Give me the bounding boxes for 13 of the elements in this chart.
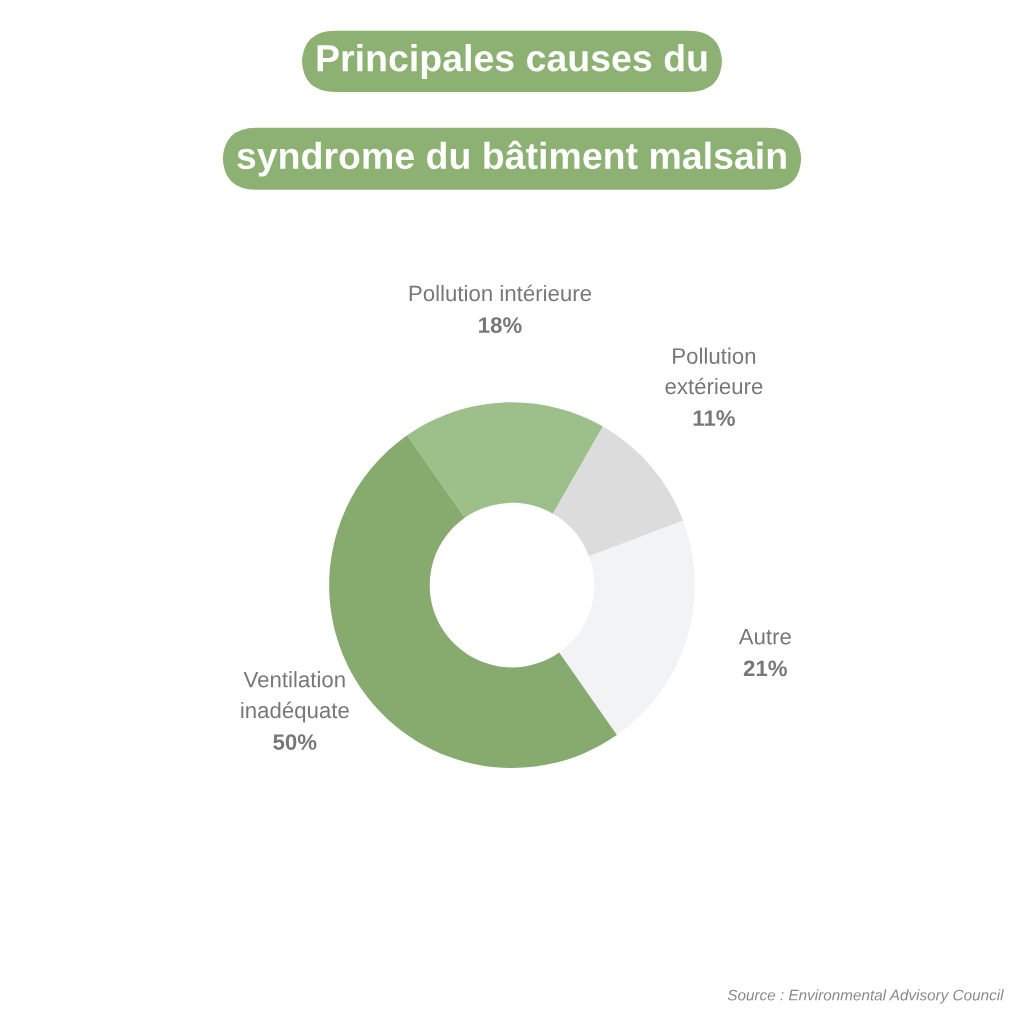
donut-slice <box>407 402 603 518</box>
source-note: Source : Environmental Advisory Council <box>727 989 1004 1004</box>
slice-label: Pollution extérieure <box>665 347 763 395</box>
donut-slice <box>559 520 695 735</box>
data-label: 50% <box>273 734 317 750</box>
data-label: 21% <box>743 660 787 677</box>
slice-label: Pollution intérieure <box>409 284 592 302</box>
slice-label: Autre <box>738 629 791 645</box>
slice-label: Ventilation inadéquate <box>241 671 349 723</box>
chart-title: Principales causes du syndrome du bâtiment malsain <box>237 43 786 177</box>
donut-slice <box>552 426 684 557</box>
data-label: 18% <box>479 317 522 333</box>
data-label: 11% <box>693 410 735 426</box>
